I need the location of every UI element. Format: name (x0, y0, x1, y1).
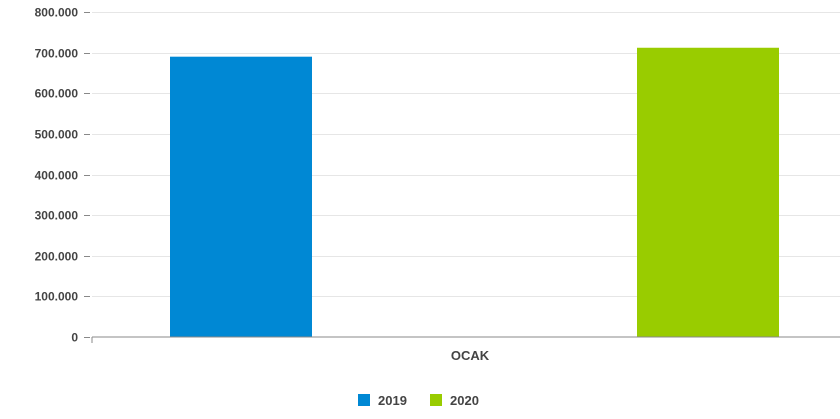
y-tick-label: 800.000 (35, 6, 79, 20)
bar-2019[interactable] (170, 56, 312, 337)
legend-swatch (430, 394, 442, 406)
bars (170, 47, 779, 337)
legend: 2019 2020 (358, 393, 479, 408)
legend-label: 2020 (450, 393, 479, 408)
y-tick-label: 700.000 (35, 47, 79, 61)
x-axis: OCAK (91, 336, 840, 363)
y-axis: 0 100.000 200.000 300.000 400.000 500.000 600.… (35, 6, 90, 345)
y-tick-label: 300.000 (35, 209, 79, 223)
y-tick-label: 500.000 (35, 128, 79, 142)
y-tick-label: 200.000 (35, 250, 79, 264)
y-tick-label: 100.000 (35, 290, 79, 304)
legend-item-2020[interactable]: 2020 (430, 393, 479, 408)
legend-label: 2019 (378, 393, 407, 408)
y-tick-label: 600.000 (35, 87, 79, 101)
y-tick-label: 400.000 (35, 169, 79, 183)
bar-2020[interactable] (637, 47, 779, 337)
legend-swatch (358, 394, 370, 406)
y-tick-label: 0 (71, 331, 78, 345)
category-label: OCAK (451, 348, 490, 363)
legend-item-2019[interactable]: 2019 (358, 393, 407, 408)
